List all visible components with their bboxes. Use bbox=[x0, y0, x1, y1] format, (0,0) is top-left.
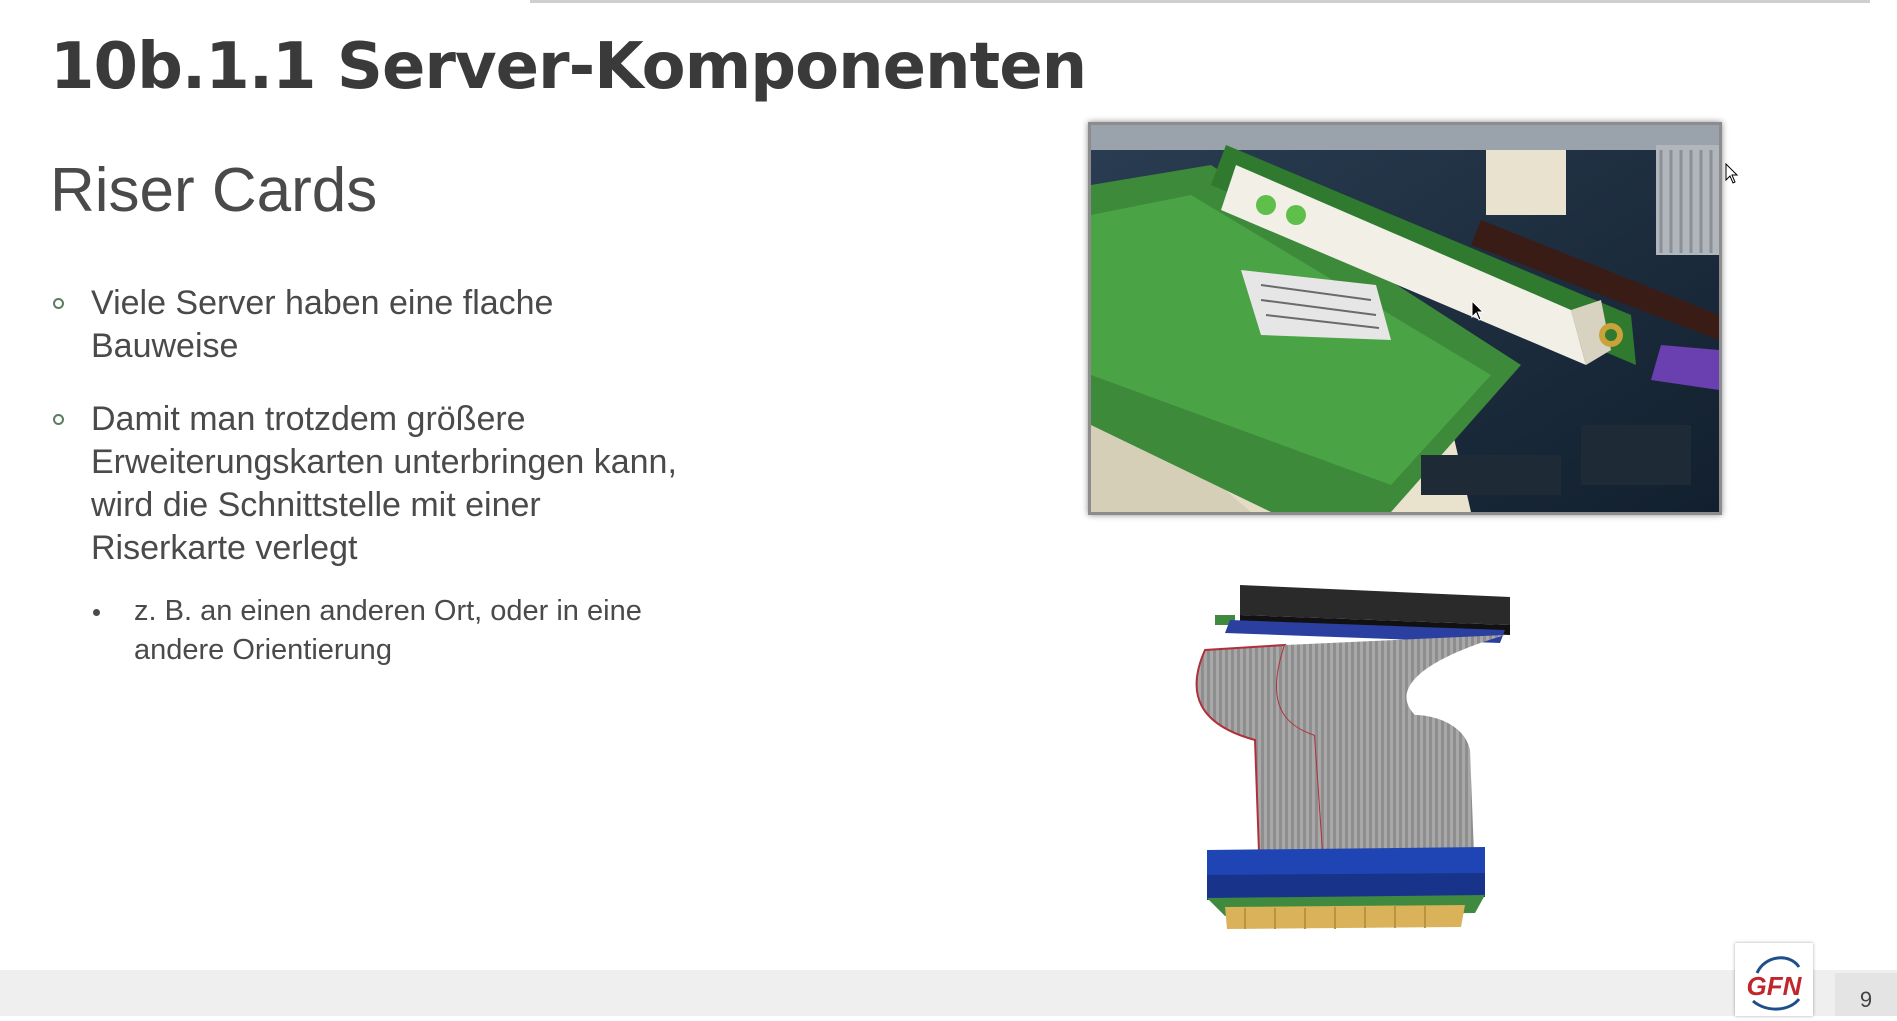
circle-bullet-icon bbox=[53, 414, 64, 425]
riser-card-photo bbox=[1088, 122, 1722, 515]
gfn-logo: GFN bbox=[1735, 943, 1813, 1016]
page-number-box: 9 bbox=[1835, 973, 1897, 1016]
top-divider bbox=[530, 0, 1870, 3]
circle-bullet-icon bbox=[53, 298, 64, 309]
logo-text: GFN bbox=[1747, 971, 1803, 1001]
bullet-item: Viele Server haben eine flache Bauweise bbox=[50, 282, 700, 368]
bullet-text: Viele Server haben eine flache Bauweise bbox=[91, 284, 554, 365]
mouse-pointer-icon bbox=[1471, 300, 1485, 321]
sub-bullet-item: z. B. an einen anderen Ort, oder in eine… bbox=[91, 592, 700, 670]
bullet-item: Damit man trotzdem größere Erweiterungsk… bbox=[50, 398, 700, 570]
dot-bullet-icon bbox=[93, 609, 100, 616]
sub-bullet-text: z. B. an einen anderen Ort, oder in eine… bbox=[134, 595, 642, 666]
slide-footer bbox=[0, 970, 1897, 1016]
slide-title: 10b.1.1 Server-Komponenten bbox=[50, 30, 1087, 104]
bullet-list: Viele Server haben eine flache Bauweise … bbox=[50, 282, 700, 670]
mouse-pointer-icon bbox=[1725, 163, 1739, 184]
page-number: 9 bbox=[1859, 987, 1873, 1012]
bullet-text: Damit man trotzdem größere Erweiterungsk… bbox=[91, 400, 677, 567]
slide-subtitle: Riser Cards bbox=[50, 156, 378, 225]
riser-cable-image bbox=[1195, 585, 1510, 929]
